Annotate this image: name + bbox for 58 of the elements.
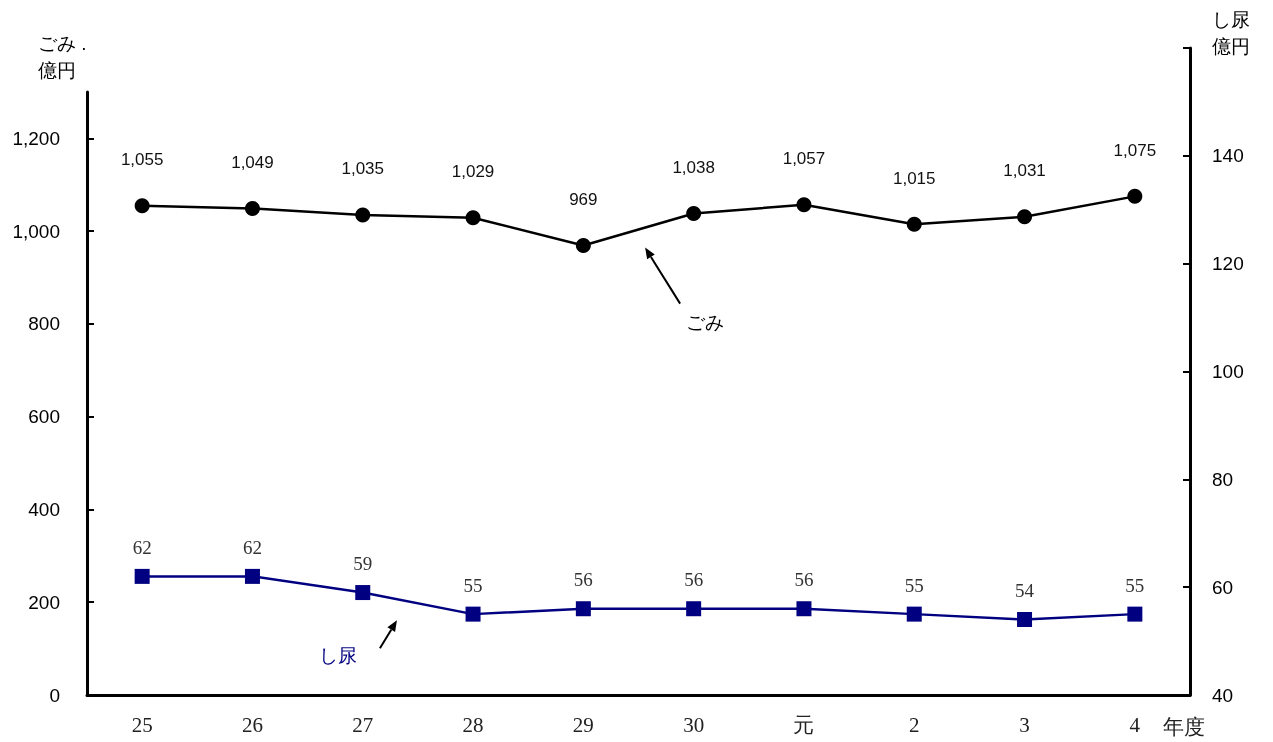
data-label: 62 [132,536,152,558]
y-axis-title: ごみ .億円 [38,33,87,81]
x-tick-label: 29 [572,712,594,737]
x-tick-label: 2 [909,712,920,737]
data-label: 54 [1015,580,1035,602]
data-label: 1,015 [892,168,936,188]
data-label: 55 [463,574,483,596]
data-label: 1,031 [1003,161,1046,181]
y-tick-label: 600 [28,406,60,428]
data-label: 56 [573,569,593,591]
data-label: 1,057 [782,149,826,169]
x-axis-title: 年度 [1163,714,1205,739]
y2-tick-label: 80 [1212,468,1234,490]
data-label: 56 [794,569,814,591]
text: し尿 [318,644,357,666]
y2-tick-label: 120 [1212,253,1244,275]
point [906,606,922,622]
data-label: 62 [242,536,262,558]
data-label: 59 [353,553,373,575]
y2-tick-label: 140 [1212,145,1244,167]
y2-axis-title: し尿億円 [1212,9,1250,57]
text: ごみ [686,312,725,334]
x-tick-label: 4 [1129,712,1141,737]
point [686,601,702,617]
data-label: 55 [1125,574,1145,596]
y-tick-label: 1,200 [12,127,60,149]
x-tick-label: 3 [1019,712,1030,737]
data-label: 1,029 [451,162,495,182]
point [355,585,371,601]
x-tick-label: 26 [241,712,263,737]
data-label: 55 [904,574,924,596]
point [575,601,591,617]
y-tick-label: 200 [28,591,60,613]
y2-tick-label: 60 [1212,576,1234,598]
x-tick-label: 25 [131,712,153,737]
data-label: 1,049 [231,152,274,172]
x-tick-label: 30 [683,712,705,737]
point [1017,612,1033,628]
data-label: 1,035 [341,159,385,179]
point [244,568,260,584]
data-label: 1,075 [1113,140,1157,160]
y2-tick-label: 40 [1212,684,1234,706]
y-tick-label: 0 [49,684,60,706]
y-tick-label: 1,000 [12,220,60,242]
data-label: 969 [569,190,598,210]
x-tick-label: 27 [352,712,374,737]
x-tick-label: 元 [793,712,815,737]
point [465,606,481,622]
data-label: 56 [684,569,704,591]
point [1127,606,1143,622]
point [796,601,812,617]
y2-tick-label: 100 [1212,361,1244,382]
y-tick-label: 800 [28,313,60,335]
y-tick-label: 400 [28,498,60,520]
x-tick-label: 28 [462,712,484,737]
data-label: 1,055 [120,150,164,170]
point [134,568,150,584]
data-label: 1,038 [672,158,715,178]
